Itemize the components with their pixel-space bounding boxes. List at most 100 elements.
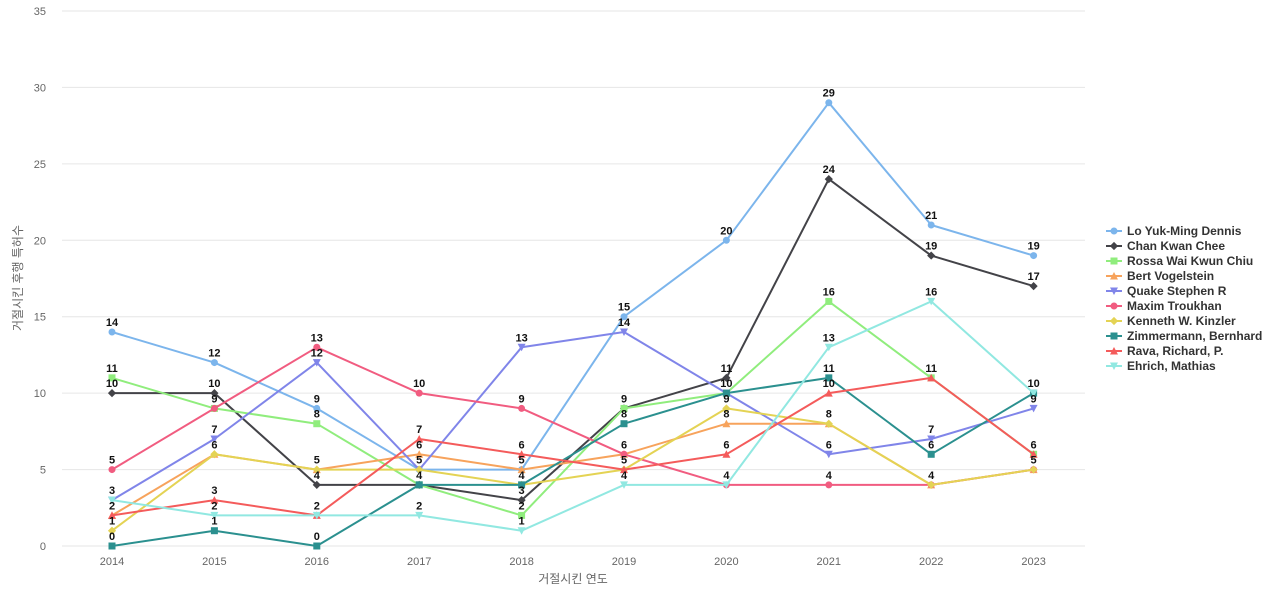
legend-item[interactable]: Maxim Troukhan (1106, 299, 1222, 313)
data-label: 11 (106, 363, 118, 375)
data-point (210, 527, 218, 535)
data-point (415, 435, 424, 443)
y-tick-label: 20 (34, 235, 46, 247)
data-point (825, 99, 833, 107)
data-point (415, 389, 423, 397)
legend-item[interactable]: Lo Yuk-Ming Dennis (1106, 224, 1242, 238)
data-point (927, 251, 936, 260)
data-label: 12 (311, 348, 323, 360)
legend-item[interactable]: Rava, Richard, P. (1106, 344, 1224, 358)
data-point (824, 343, 833, 352)
data-point (824, 450, 833, 459)
data-point (517, 496, 526, 505)
data-label: 10 (823, 378, 835, 390)
data-point (722, 373, 731, 382)
data-label: 1 (109, 516, 115, 528)
series-line (111, 101, 1034, 471)
data-point (415, 511, 424, 520)
data-point (108, 328, 116, 336)
data-label: 4 (723, 470, 730, 482)
data-label: 6 (519, 439, 525, 451)
data-point (927, 435, 936, 443)
data-label: 6 (826, 439, 832, 451)
data-point (415, 450, 424, 458)
x-tick-label: 2019 (612, 556, 636, 568)
data-point (107, 526, 117, 535)
series-maxim-troukhan (108, 343, 1038, 489)
y-tick-label: 5 (40, 465, 46, 477)
x-tick-label: 2018 (509, 556, 533, 568)
series-zimmermann-bernhard (108, 374, 1038, 550)
data-label: 4 (314, 470, 321, 482)
y-tick-label: 10 (34, 388, 46, 400)
data-point (824, 389, 833, 397)
data-label: 10 (1027, 378, 1039, 390)
legend-label: Ehrich, Mathias (1127, 359, 1216, 373)
x-tick-label: 2014 (100, 556, 124, 568)
data-point (210, 404, 218, 412)
data-point (824, 419, 833, 428)
data-label: 7 (211, 424, 217, 436)
data-label: 13 (515, 332, 527, 344)
data-point (1109, 316, 1119, 326)
data-label: 3 (211, 485, 217, 497)
data-point (312, 465, 321, 474)
data-point (210, 359, 218, 367)
data-point (620, 481, 628, 489)
series-lines (107, 99, 1038, 550)
data-label: 9 (314, 393, 320, 405)
data-point (620, 313, 628, 321)
data-point (722, 419, 731, 428)
data-label: 4 (621, 470, 628, 482)
data-label: 16 (925, 286, 937, 298)
legend-item[interactable]: Rossa Wai Kwun Chiu (1106, 254, 1253, 268)
legend-label: Bert Vogelstein (1127, 269, 1214, 283)
series-line (111, 331, 1034, 501)
legend-item[interactable]: Quake Stephen R (1106, 284, 1227, 298)
legend-item[interactable]: Kenneth W. Kinzler (1106, 314, 1236, 328)
data-point (313, 343, 321, 351)
data-label: 9 (519, 393, 525, 405)
data-label: 9 (621, 393, 627, 405)
legend-item[interactable]: Chan Kwan Chee (1106, 239, 1225, 253)
data-label: 16 (823, 286, 835, 298)
data-label: 7 (928, 424, 934, 436)
data-label: 12 (208, 348, 220, 360)
legend-label: Quake Stephen R (1127, 284, 1227, 298)
data-label: 5 (1031, 455, 1037, 467)
data-label: 11 (721, 363, 733, 375)
data-point (1110, 332, 1118, 340)
series-ehrich-mathias (108, 297, 1038, 535)
data-label: 6 (1031, 439, 1037, 451)
data-point (620, 450, 628, 458)
legend-item[interactable]: Zimmermann, Bernhard (1106, 329, 1262, 343)
legend-label: Maxim Troukhan (1127, 299, 1222, 313)
series-line (111, 376, 1035, 517)
data-label: 20 (720, 225, 732, 237)
data-point (108, 496, 116, 505)
legend-item[interactable]: Ehrich, Mathias (1106, 359, 1216, 373)
data-point (722, 481, 731, 489)
data-point (927, 373, 936, 382)
data-point (312, 511, 321, 520)
data-label: 10 (413, 378, 425, 390)
data-label: 11 (925, 363, 937, 375)
data-point (927, 480, 936, 489)
x-tick-label: 2020 (714, 556, 738, 568)
data-point (722, 450, 731, 458)
data-label: 15 (618, 302, 630, 314)
data-label: 3 (519, 485, 525, 497)
x-tick-label: 2017 (407, 556, 431, 568)
y-tick-label: 15 (34, 312, 46, 324)
data-point (1109, 241, 1119, 251)
legend-item[interactable]: Bert Vogelstein (1106, 269, 1214, 283)
data-label: 2 (519, 500, 525, 512)
x-tick-label: 2022 (919, 556, 943, 568)
data-point (1110, 257, 1118, 265)
data-label: 14 (618, 317, 631, 329)
data-label: 9 (211, 393, 217, 405)
data-point (210, 450, 219, 459)
y-axis-title: 거절시킨 후행 특허수 (10, 225, 25, 331)
